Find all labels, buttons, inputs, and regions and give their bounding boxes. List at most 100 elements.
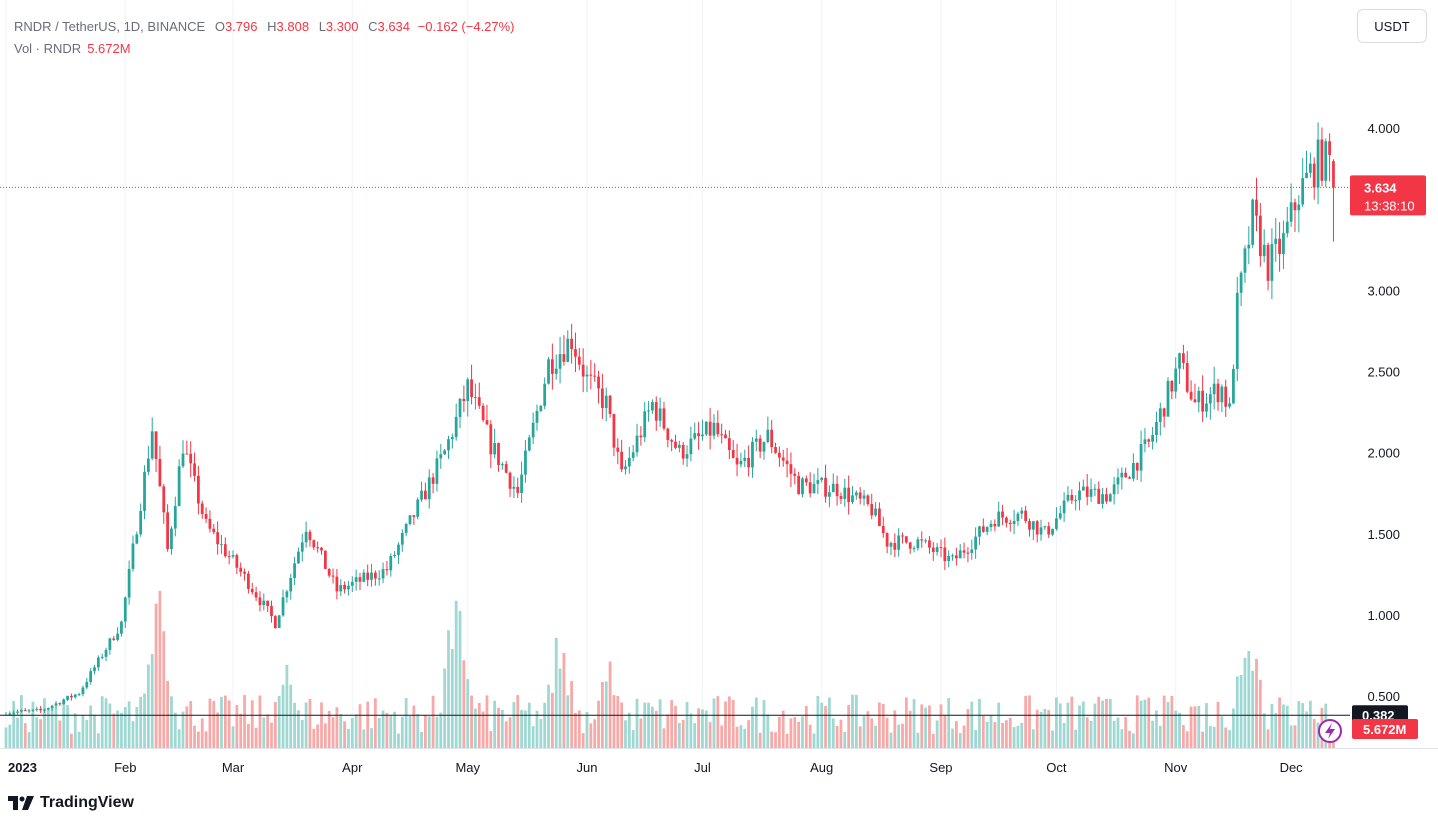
- volume-title[interactable]: Vol · RNDR: [14, 41, 82, 56]
- volume-bar-49: [193, 725, 196, 748]
- volume-bar-16: [66, 705, 69, 748]
- volume-bar-222: [858, 726, 862, 748]
- candle-180: [697, 421, 700, 450]
- time-tick-2: Mar: [222, 760, 245, 775]
- candle-308: [1189, 380, 1193, 401]
- candle-body-185: [716, 422, 720, 435]
- candle-106: [412, 514, 416, 525]
- volume-bar-122: [474, 708, 477, 748]
- volume-bar-238: [920, 704, 924, 748]
- candle-23: [93, 664, 96, 675]
- volume-bar-270: [1043, 708, 1047, 748]
- candle-body-212: [820, 477, 824, 481]
- volume-bar-248: [958, 733, 962, 748]
- candle-292: [1128, 476, 1131, 480]
- currency-button[interactable]: USDT: [1357, 9, 1427, 43]
- candle-195: [754, 429, 758, 452]
- volume-bar-101: [393, 711, 397, 748]
- volume-bar-257: [993, 722, 997, 748]
- candle-265: [1024, 505, 1028, 524]
- volume-bar-190: [735, 726, 739, 748]
- candle-338: [1305, 150, 1308, 179]
- tradingview-brand[interactable]: TradingView: [8, 794, 134, 812]
- volume-row: Vol · RNDR 5.672M: [14, 38, 515, 60]
- candle-98: [381, 562, 385, 584]
- candle-body-299: [1155, 421, 1158, 436]
- volume-bar-181: [701, 709, 704, 748]
- time-axis[interactable]: 2023 Feb Mar Apr May Jun Jul Aug Sep Oct Nov Dec: [0, 748, 1438, 776]
- candle-127: [493, 428, 497, 459]
- candle-body-161: [624, 466, 627, 470]
- candle-326: [1258, 203, 1262, 267]
- candle-186: [720, 423, 724, 444]
- candle-51: [200, 500, 204, 519]
- candle-120: [466, 377, 470, 417]
- candle-body-52: [204, 514, 208, 519]
- candle-body-107: [416, 499, 420, 517]
- candle-body-37: [146, 458, 150, 472]
- candle-body-141: [547, 359, 550, 384]
- candle-body-195: [754, 438, 758, 442]
- candle-body-216: [835, 483, 839, 497]
- candle-body-72: [281, 597, 285, 616]
- candle-215: [831, 473, 835, 493]
- candle-body-6: [27, 710, 31, 712]
- candle-body-114: [443, 450, 447, 455]
- candle-62: [243, 568, 246, 581]
- candle-21: [85, 678, 89, 690]
- volume-bar-62: [243, 694, 246, 748]
- volume-bar-107: [416, 714, 420, 748]
- volume-bar-6: [27, 732, 31, 748]
- candle-288: [1112, 476, 1116, 505]
- candle-body-287: [1108, 494, 1112, 502]
- candle-122: [474, 383, 477, 410]
- volume-bar-225: [870, 718, 874, 748]
- candle-body-111: [431, 477, 435, 484]
- volume-bar-330: [1274, 713, 1278, 748]
- candle-body-146: [566, 338, 570, 362]
- volume-bar-53: [208, 698, 212, 748]
- volume-bar-38: [150, 654, 154, 748]
- volume-bar-63: [247, 723, 250, 748]
- candle-body-41: [162, 486, 166, 513]
- candle-body-261: [1008, 522, 1012, 525]
- candle-body-209: [808, 482, 812, 494]
- candle-81: [316, 541, 320, 553]
- candle-body-270: [1043, 526, 1047, 528]
- candle-31: [123, 596, 127, 629]
- candle-307: [1185, 351, 1189, 394]
- candle-body-56: [220, 544, 223, 546]
- volume-bar-301: [1162, 695, 1166, 748]
- volume-bar-56: [220, 696, 223, 748]
- candle-260: [1005, 516, 1008, 528]
- candle-159: [616, 438, 620, 465]
- lightning-icon[interactable]: [1318, 719, 1342, 743]
- candle-body-285: [1101, 494, 1104, 504]
- candle-335: [1293, 198, 1297, 232]
- candle-body-241: [931, 547, 935, 553]
- volume-bar-227: [878, 702, 881, 748]
- volume-bar-272: [1051, 730, 1054, 748]
- symbol-title[interactable]: RNDR / TetherUS, 1D, BINANCE: [14, 19, 206, 34]
- candle-100: [389, 553, 393, 577]
- volume-bar-131: [508, 717, 512, 748]
- candle-body-295: [1139, 444, 1143, 471]
- volume-bar-294: [1135, 695, 1139, 748]
- candle-202: [781, 449, 785, 467]
- candle-body-213: [824, 477, 827, 497]
- candle-216: [835, 475, 839, 506]
- volume-bar-182: [704, 710, 708, 748]
- volume-bar-42: [166, 680, 169, 748]
- candle-270: [1043, 525, 1047, 531]
- candle-body-165: [639, 435, 643, 438]
- candle-163: [631, 444, 635, 462]
- candle-38: [150, 417, 154, 461]
- volume-bar-144: [558, 668, 562, 748]
- volume-bar-17: [70, 733, 73, 748]
- volume-bar-159: [616, 696, 620, 748]
- volume-bar-50: [196, 731, 200, 748]
- candle-body-328: [1266, 244, 1270, 281]
- volume-bar-161: [624, 720, 627, 748]
- volume-bar-282: [1089, 720, 1093, 748]
